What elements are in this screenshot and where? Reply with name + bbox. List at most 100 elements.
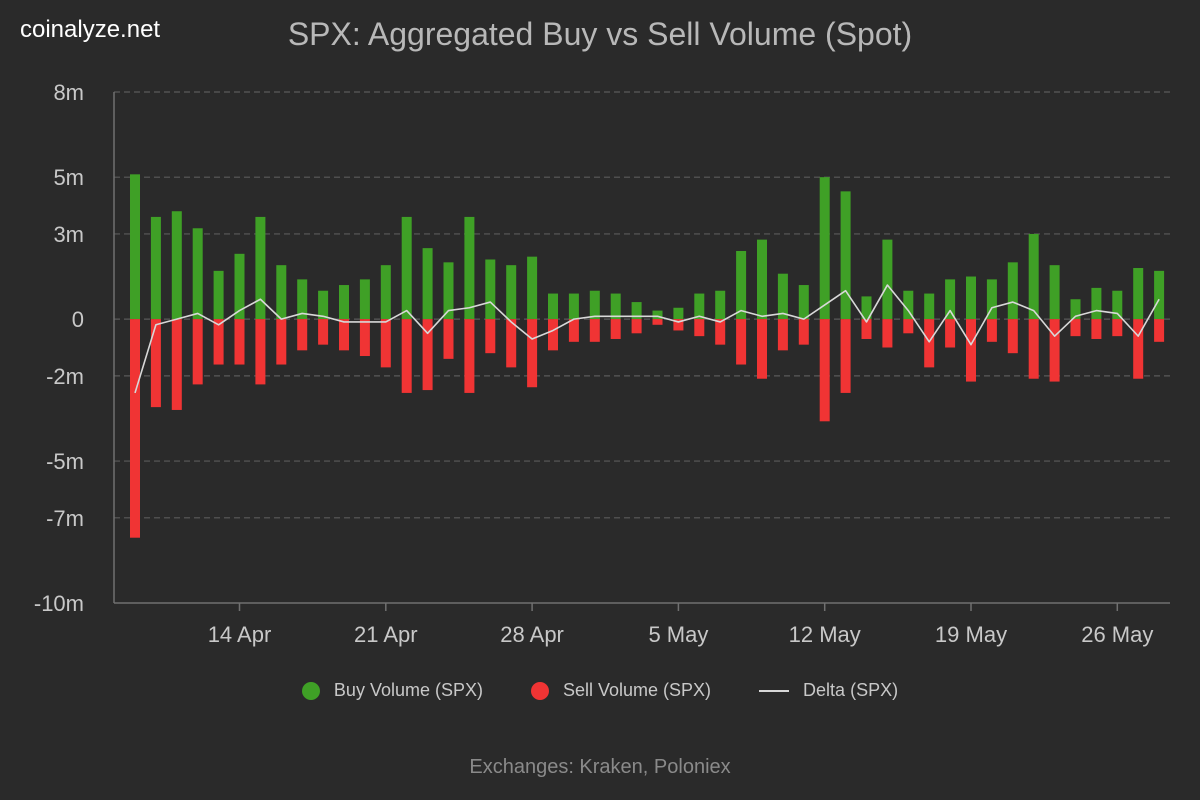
sell-bar <box>736 319 747 365</box>
y-tick-label: 8m <box>53 80 84 105</box>
sell-bar <box>757 319 767 379</box>
sell-bar <box>589 319 600 342</box>
buy-bar <box>527 256 538 320</box>
delta-legend-marker <box>759 689 790 692</box>
sell-bar <box>1049 319 1060 382</box>
buy-bar <box>339 285 349 320</box>
sell-bar <box>255 319 266 385</box>
buy-bar <box>1091 287 1102 320</box>
buy-bar <box>1028 233 1039 320</box>
sell-bar <box>1133 319 1144 379</box>
buy-bar <box>359 279 370 320</box>
buy-bar <box>673 307 684 320</box>
delta-line-layer <box>134 284 1160 394</box>
buy-bar <box>1049 265 1060 320</box>
sell-bar <box>568 319 579 342</box>
buy-bar <box>255 216 266 320</box>
buy-bar <box>757 239 767 320</box>
sell-bar <box>213 319 224 365</box>
sell-bar <box>464 319 475 393</box>
axis-layer: 8m 5m 3m 0 -2m -5m -7m -10m 14 Apr 21 Apr 28 Apr 5 … <box>34 80 1170 647</box>
buy-bar <box>150 216 161 320</box>
sell-bar <box>1154 319 1165 342</box>
y-tick-label: 5m <box>53 165 84 190</box>
buy-bars-layer <box>130 174 1165 320</box>
buy-bar <box>840 191 851 320</box>
legend-label-buy: Buy Volume (SPX) <box>333 680 483 700</box>
sell-bar <box>945 319 956 348</box>
buy-bar <box>819 177 830 320</box>
sell-bar <box>777 319 788 351</box>
chart-title-text: SPX: Aggregated Buy vs Sell Volume (Spot… <box>287 16 913 52</box>
buy-bar <box>652 310 663 320</box>
sell-bar <box>903 319 914 334</box>
sell-bar <box>694 319 705 337</box>
chart-legend: Buy Volume (SPX) Sell Volume (SPX) Delta… <box>0 680 1200 701</box>
buy-bar <box>1007 262 1018 320</box>
buy-bar <box>1133 268 1144 320</box>
buy-bar <box>882 239 893 320</box>
y-tick-label: -7m <box>46 506 84 531</box>
legend-item-buy[interactable]: Buy Volume (SPX) <box>301 680 483 701</box>
y-tick-label: 0 <box>72 307 84 332</box>
buy-bar <box>464 216 475 320</box>
buy-bar <box>171 211 182 320</box>
sell-bar <box>715 319 726 345</box>
buy-bar <box>589 290 600 320</box>
buy-bar <box>903 290 914 320</box>
x-tick-label: 5 May <box>648 622 708 647</box>
chart-title: SPX: Aggregated Buy vs Sell Volume (Spot… <box>0 16 1200 53</box>
buy-bar <box>1112 290 1123 320</box>
sell-bar <box>548 319 558 351</box>
brand-logo-text: coinalyze.net <box>20 16 161 43</box>
sell-bar <box>1007 319 1018 354</box>
buy-bar <box>568 293 579 320</box>
sell-bar <box>171 319 182 410</box>
sell-bar <box>318 319 329 345</box>
buy-legend-marker <box>301 681 320 700</box>
sell-bar <box>380 319 391 368</box>
sell-bar <box>966 319 976 382</box>
sell-bar <box>422 319 433 391</box>
y-tick-label: -2m <box>46 364 84 389</box>
y-tick-label: 3m <box>53 222 84 247</box>
sell-bar <box>192 319 203 385</box>
sell-bar <box>443 319 454 359</box>
buy-bar <box>318 290 329 320</box>
legend-item-sell[interactable]: Sell Volume (SPX) <box>530 680 711 701</box>
sell-bar <box>339 319 349 351</box>
sell-bar <box>1112 319 1123 337</box>
buy-bar <box>945 279 956 320</box>
sell-bar <box>840 319 851 393</box>
sell-bar <box>150 319 161 408</box>
sell-bar <box>819 319 830 422</box>
x-tick-label: 19 May <box>935 622 1007 647</box>
buy-bar <box>798 285 809 320</box>
x-tick-label: 28 Apr <box>500 622 564 647</box>
sell-bar <box>506 319 517 368</box>
sell-bar <box>527 319 538 388</box>
y-tick-label: -5m <box>46 449 84 474</box>
buy-bar <box>297 279 308 320</box>
buy-bar <box>1154 270 1165 320</box>
buy-bar <box>694 293 705 320</box>
sell-legend-marker <box>530 681 549 700</box>
buy-bar <box>276 265 287 320</box>
sell-bar <box>276 319 287 365</box>
buy-bar <box>548 293 558 320</box>
buy-bar <box>966 276 976 320</box>
sell-bar <box>652 319 663 325</box>
buy-bar <box>736 250 747 320</box>
sell-bar <box>297 319 308 351</box>
buy-bar <box>213 270 224 320</box>
buy-bar <box>506 265 517 320</box>
sell-bars-layer <box>130 319 1165 538</box>
sell-bar <box>1091 319 1102 339</box>
legend-label-delta: Delta (SPX) <box>803 680 899 700</box>
legend-item-delta[interactable]: Delta (SPX) <box>759 680 898 701</box>
buy-bar <box>715 290 726 320</box>
sell-bar <box>861 319 872 339</box>
sell-bar <box>130 319 140 538</box>
